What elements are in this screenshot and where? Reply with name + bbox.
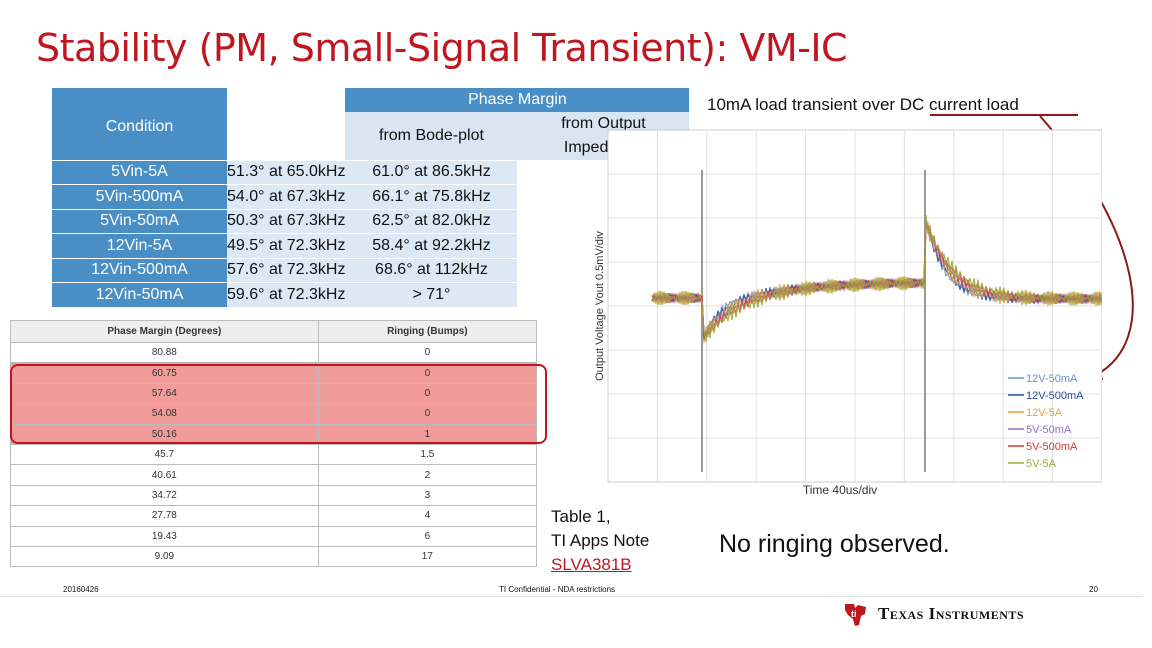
pm-value-cell: 54.08 (10, 403, 319, 425)
table-row: 19.43 6 (10, 525, 538, 547)
ringing-table: Phase Margin (Degrees) Ringing (Bumps) 8… (10, 320, 538, 568)
pm-cell-condition: 5Vin-50mA (52, 208, 227, 234)
phase-margin-table: Condition Phase Margin from Bode-plot fr… (52, 88, 690, 307)
highlight-box (10, 364, 547, 444)
page-number: 20 (1089, 585, 1098, 594)
pm-cell-condition: 5Vin-5A (52, 159, 227, 185)
ti-logo-icon: ti (845, 604, 866, 626)
pm-value-cell: 80.88 (10, 341, 319, 364)
ringing-value-cell: 0 (317, 341, 538, 364)
pm-row: 12Vin-50mA 59.6° at 72.3kHz > 71° (52, 282, 690, 307)
legend-item: 12V-5A (1026, 407, 1063, 419)
pm-value-cell: 40.61 (10, 464, 319, 486)
ti-brand-text: Texas Instruments (878, 604, 1025, 623)
no-ringing-text: No ringing observed. (719, 530, 950, 558)
table-row: 27.78 4 (10, 505, 538, 527)
legend-item: 5V-5A (1026, 458, 1057, 470)
x-axis-label: Time 40us/div (803, 483, 877, 497)
footer-bar (0, 596, 1142, 648)
pm-cell-condition: 5Vin-500mA (52, 184, 227, 209)
legend-item: 5V-50mA (1026, 424, 1072, 436)
table-row: 50.16 1 (10, 423, 538, 445)
ringing-value-cell: 3 (317, 484, 538, 507)
table-row: 9.09 17 (10, 545, 538, 568)
bode-column-header: from Bode-plot (345, 112, 518, 160)
pm-cell-output: 58.4° at 92.2kHz (345, 233, 518, 258)
transient-title: 10mA load transient over DC current load (707, 95, 1019, 114)
ringing-value-cell: 2 (317, 464, 538, 486)
transient-chart: Time 40us/div Output Voltage Vout 0.5mV/d… (590, 120, 1103, 505)
table-row: 40.61 2 (10, 464, 538, 486)
pm-value-cell: 57.64 (10, 382, 319, 405)
ti-logo: ti Texas Instruments (842, 600, 1024, 628)
table-row: 34.72 3 (10, 484, 538, 507)
ringing-value-cell: 0 (317, 403, 538, 425)
pm-value-cell: 50.16 (10, 423, 319, 445)
ring-header-ringing: Ringing (Bumps) (317, 320, 538, 343)
legend-item: 12V-500mA (1026, 390, 1084, 402)
pm-value-cell: 27.78 (10, 505, 319, 527)
pm-cell-bode: 57.6° at 72.3kHz (227, 257, 346, 283)
pm-value-cell: 45.7 (10, 443, 319, 466)
pm-value-cell: 34.72 (10, 484, 319, 507)
pm-value-cell: 9.09 (10, 545, 319, 568)
pm-cell-bode: 54.0° at 67.3kHz (227, 184, 346, 209)
pm-cell-condition: 12Vin-5A (52, 233, 227, 258)
table-caption: Table 1, TI Apps Note SLVA381B (551, 505, 649, 577)
ring-header-pm: Phase Margin (Degrees) (10, 320, 319, 343)
table-row: 80.88 0 (10, 341, 538, 364)
y-axis-label: Output Voltage Vout 0.5mV/div (594, 231, 606, 381)
chart-svg: Time 40us/div Output Voltage Vout 0.5mV/d… (594, 129, 1103, 497)
pm-cell-bode: 49.5° at 72.3kHz (227, 233, 346, 258)
ringing-value-cell: 1 (317, 423, 538, 445)
pm-cell-bode: 59.6° at 72.3kHz (227, 282, 346, 307)
ringing-value-cell: 4 (317, 505, 538, 527)
pm-cell-output: > 71° (345, 282, 518, 307)
ringing-value-cell: 1.5 (317, 443, 538, 466)
ringing-value-cell: 6 (317, 525, 538, 547)
ringing-value-cell: 17 (317, 545, 538, 568)
series-line-5V-5A (651, 214, 1103, 342)
footer-date: 20160426 (63, 585, 99, 594)
page-title: Stability (PM, Small-Signal Transient): … (36, 26, 848, 70)
condition-header: Condition (52, 88, 227, 160)
ringing-value-cell: 0 (317, 362, 538, 384)
apps-note-link[interactable]: SLVA381B (551, 555, 632, 574)
footer-confidential: TI Confidential - NDA restrictions (499, 585, 616, 594)
ringing-table-image: Phase Margin (Degrees) Ringing (Bumps) 8… (10, 320, 547, 568)
pm-cell-bode: 51.3° at 65.0kHz (227, 159, 346, 185)
table-row: 45.7 1.5 (10, 443, 538, 466)
pm-cell-output: 66.1° at 75.8kHz (345, 184, 518, 209)
pm-cell-bode: 50.3° at 67.3kHz (227, 208, 346, 234)
pm-cell-output: 62.5° at 82.0kHz (345, 208, 518, 234)
phase-margin-header: Phase Margin (345, 88, 690, 112)
pm-cell-condition: 12Vin-50mA (52, 282, 227, 307)
pm-value-cell: 19.43 (10, 525, 319, 547)
table-row: 57.64 0 (10, 382, 538, 405)
pm-cell-condition: 12Vin-500mA (52, 257, 227, 283)
legend-item: 5V-500mA (1026, 441, 1078, 453)
pm-cell-output: 68.6° at 112kHz (345, 257, 518, 283)
pm-cell-output: 61.0° at 86.5kHz (345, 159, 518, 185)
svg-text:ti: ti (851, 609, 857, 619)
legend-item: 12V-50mA (1026, 373, 1078, 385)
table-row: 54.08 0 (10, 403, 538, 425)
